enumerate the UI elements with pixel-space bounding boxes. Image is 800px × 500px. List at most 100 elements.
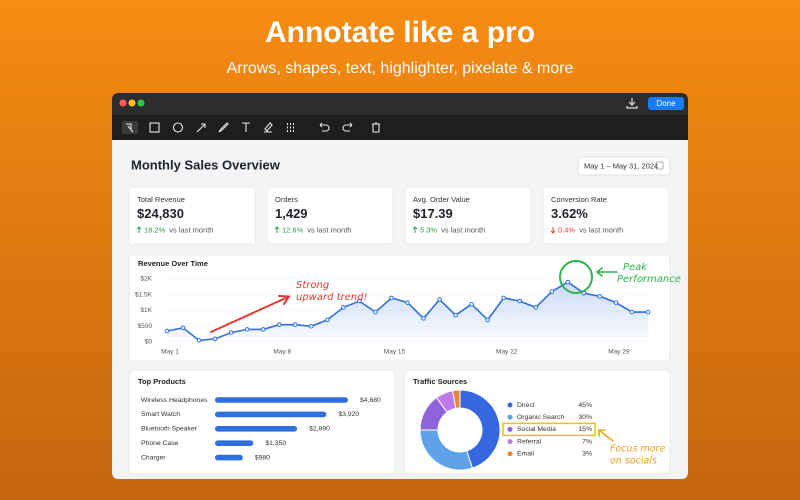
point bbox=[629, 309, 635, 315]
y-tick-label: $2K bbox=[140, 276, 152, 283]
ellipse-tool[interactable] bbox=[172, 122, 184, 133]
title-bar bbox=[112, 93, 688, 115]
point bbox=[244, 327, 250, 332]
point bbox=[260, 327, 266, 332]
bar bbox=[215, 454, 243, 461]
annotation-text: Strong bbox=[296, 280, 329, 291]
y-tick-label: $1.5K bbox=[135, 291, 153, 298]
undo-tool[interactable] bbox=[319, 122, 330, 132]
point bbox=[549, 289, 555, 294]
point bbox=[437, 297, 442, 302]
legend-label: Social Media bbox=[517, 426, 556, 433]
point bbox=[357, 298, 362, 304]
close-button[interactable] bbox=[119, 99, 127, 107]
legend-swatch bbox=[507, 451, 513, 457]
point bbox=[292, 322, 298, 327]
kpi-note: vs last month bbox=[579, 225, 623, 234]
yellow-arrow bbox=[598, 429, 614, 442]
point bbox=[405, 300, 410, 305]
legend-swatch bbox=[507, 426, 513, 432]
kpi-note: vs last month bbox=[169, 225, 213, 234]
product-name: Phone Case bbox=[141, 440, 179, 447]
point bbox=[485, 317, 490, 323]
x-tick-label: May 8 bbox=[273, 349, 291, 356]
point bbox=[453, 312, 458, 318]
text-tool[interactable] bbox=[242, 122, 250, 132]
delete-tool[interactable] bbox=[372, 122, 380, 133]
minimize-button[interactable] bbox=[128, 99, 136, 107]
point bbox=[341, 305, 346, 310]
point bbox=[325, 317, 330, 323]
arrow-tool[interactable] bbox=[196, 123, 206, 133]
highlighter-tool[interactable] bbox=[264, 122, 273, 133]
x-tick-label: May 15 bbox=[384, 349, 406, 356]
point bbox=[276, 322, 282, 327]
pixelate-tool[interactable] bbox=[287, 123, 294, 132]
kpi-note: vs last month bbox=[307, 225, 351, 234]
product-name: Charger bbox=[141, 454, 166, 461]
donut-slice bbox=[459, 389, 501, 469]
kpi-change: 0.4% bbox=[558, 225, 575, 234]
point bbox=[597, 294, 603, 299]
product-name: Wireless Headphones bbox=[141, 397, 208, 404]
kpi-value: $17.39 bbox=[413, 206, 453, 221]
point bbox=[373, 309, 378, 315]
chart-title: Revenue Over Time bbox=[138, 259, 208, 268]
product-name: Smart Watch bbox=[141, 411, 180, 418]
bar bbox=[215, 411, 327, 418]
point bbox=[501, 295, 507, 301]
card bbox=[404, 186, 532, 245]
zoom-button[interactable] bbox=[137, 99, 145, 107]
bar bbox=[215, 397, 348, 403]
hero-title: Annotate like a pro bbox=[265, 16, 535, 49]
hero-subtitle: Arrows, shapes, text, highlighter, pixel… bbox=[227, 60, 574, 77]
donut-slice bbox=[451, 389, 461, 409]
toolbar-icons bbox=[122, 121, 380, 134]
legend-swatch bbox=[507, 414, 513, 420]
value-label: $1,350 bbox=[265, 440, 286, 447]
kpi-label: Avg. Order Value bbox=[413, 195, 470, 204]
legend-swatch bbox=[507, 439, 513, 445]
x-tick-label: May 22 bbox=[496, 349, 518, 356]
kpi-label: Total Revenue bbox=[137, 195, 185, 204]
pen-tool[interactable] bbox=[218, 122, 229, 133]
select-tool[interactable] bbox=[126, 123, 134, 133]
value-label: $980 bbox=[255, 454, 270, 461]
point bbox=[389, 295, 394, 301]
value-label: $2,890 bbox=[309, 426, 330, 433]
y-tick-label: $0 bbox=[145, 339, 153, 346]
done-button[interactable] bbox=[648, 97, 684, 110]
bar bbox=[215, 440, 254, 446]
y-tick-label: $500 bbox=[138, 323, 153, 330]
rect-tool[interactable] bbox=[149, 122, 160, 133]
highlight-circle bbox=[559, 260, 593, 294]
annotation-text: Peak bbox=[623, 262, 648, 273]
highlight-box bbox=[502, 422, 596, 437]
product-name: Bluetooth Speaker bbox=[141, 426, 198, 433]
download-icon[interactable] bbox=[626, 98, 638, 109]
toolbar bbox=[112, 115, 688, 140]
point bbox=[164, 328, 170, 334]
change-arrow bbox=[136, 226, 142, 233]
point bbox=[533, 305, 539, 310]
x-tick-label: May 1 bbox=[161, 349, 179, 356]
annotation-text: on socials bbox=[610, 456, 657, 467]
selected-tool bbox=[122, 121, 138, 134]
kpi-note: vs last month bbox=[441, 225, 485, 234]
point bbox=[228, 330, 234, 335]
point bbox=[421, 316, 426, 321]
chart-title: Traffic Sources bbox=[413, 377, 467, 386]
change-arrow bbox=[550, 227, 556, 234]
green-arrow bbox=[595, 267, 618, 277]
x-tick-label: May 29 bbox=[608, 349, 630, 356]
kpi-value: 3.62% bbox=[551, 206, 588, 221]
annotation-text: upward trend! bbox=[296, 292, 368, 303]
date-picker[interactable] bbox=[577, 156, 671, 176]
annotation-text: Focus more bbox=[610, 444, 665, 455]
redo-tool[interactable] bbox=[342, 122, 353, 132]
kpi-label: Conversion Rate bbox=[551, 195, 607, 204]
point bbox=[613, 300, 619, 305]
change-arrow bbox=[274, 226, 280, 233]
point bbox=[645, 309, 651, 315]
